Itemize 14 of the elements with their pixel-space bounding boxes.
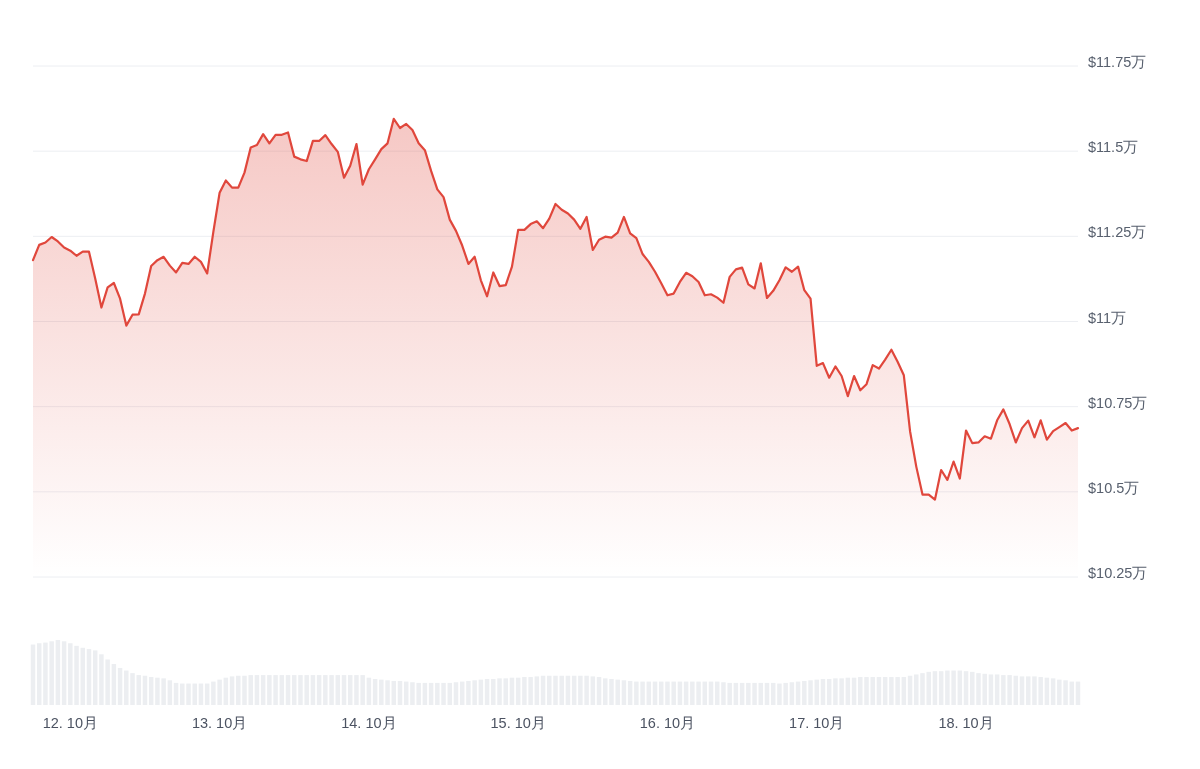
y-tick-label: $10.5万 [1088, 479, 1140, 496]
y-tick-label: $11.75万 [1088, 54, 1147, 70]
x-tick-label: 18. 10月 [938, 715, 994, 731]
x-tick-label: 17. 10月 [789, 715, 845, 731]
y-tick-label: $11.5万 [1088, 139, 1139, 156]
y-tick-label: $11.25万 [1088, 224, 1147, 241]
x-tick-label: 14. 10月 [341, 715, 397, 731]
x-tick-label: 16. 10月 [639, 715, 696, 731]
y-tick-label: $10.25万 [1088, 565, 1148, 581]
y-tick-label: $10.75万 [1088, 394, 1148, 411]
x-tick-label: 13. 10月 [191, 715, 248, 731]
x-tick-label: 12. 10月 [42, 715, 98, 731]
y-tick-label: $11万 [1088, 309, 1127, 326]
x-tick-label: 15. 10月 [490, 715, 546, 731]
